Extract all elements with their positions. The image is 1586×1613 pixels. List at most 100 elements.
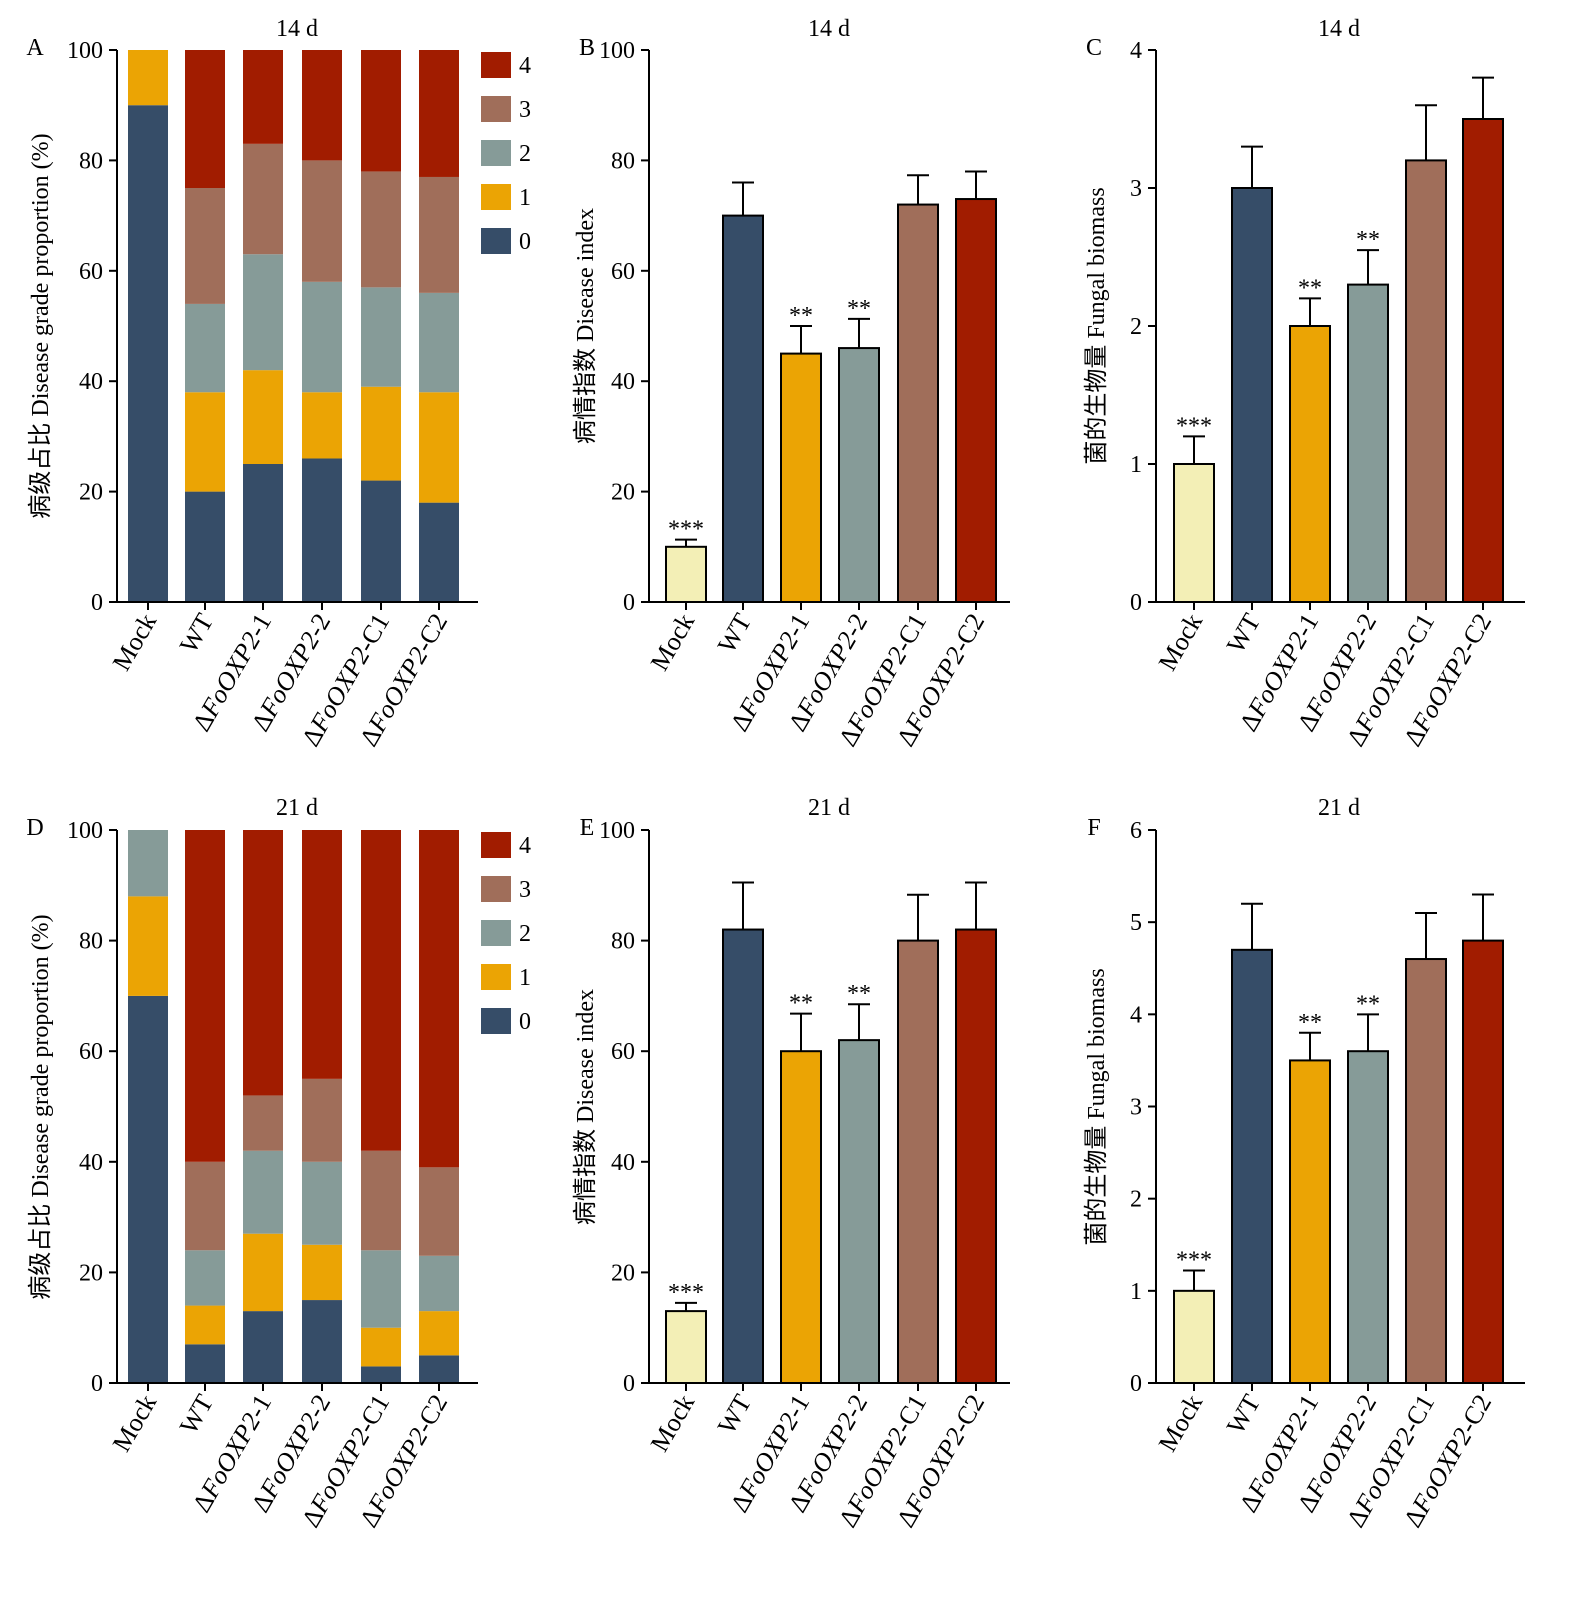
x-tick-label: Mock [107, 609, 162, 676]
y-tick-label: 80 [611, 929, 635, 955]
significance-label: ** [1356, 991, 1380, 1017]
bar-segment [361, 50, 401, 172]
x-tick-label: Mock [645, 609, 700, 676]
bar-segment [302, 1300, 342, 1383]
legend-label: 3 [519, 877, 531, 903]
x-tick-label: Mock [1153, 1390, 1208, 1457]
significance-label: ** [1298, 1010, 1322, 1036]
y-tick-label: 2 [1130, 314, 1142, 340]
bar [838, 1039, 880, 1384]
bars: ******* [665, 170, 997, 603]
y-tick-label: 20 [611, 480, 635, 506]
bar-segment [243, 464, 283, 602]
bar [838, 347, 880, 603]
bars: ******* [665, 881, 997, 1384]
legend-swatch [481, 140, 511, 166]
significance-label: *** [668, 517, 704, 543]
bars [128, 50, 459, 602]
bar [1289, 325, 1331, 603]
y-tick-label: 40 [79, 1150, 103, 1176]
legend-label: 1 [519, 965, 531, 991]
bar-segment [185, 1161, 225, 1251]
legend-label: 2 [519, 921, 531, 947]
bar-segment [302, 458, 342, 602]
y-tick-label: 60 [79, 1039, 103, 1065]
y-tick-label: 80 [79, 148, 103, 174]
y-tick-label: 0 [91, 590, 103, 616]
bar-segment [361, 480, 401, 602]
bar-segment [361, 1366, 401, 1383]
panel-label: E [580, 815, 595, 841]
y-tick-label: 80 [79, 929, 103, 955]
bar-segment [185, 1344, 225, 1383]
chart-title: 14 d [1318, 16, 1360, 42]
y-tick-label: 3 [1130, 1095, 1142, 1121]
y-tick-label: 1 [1130, 452, 1142, 478]
significance-label: *** [1176, 413, 1212, 439]
x-tick-label: Mock [645, 1390, 700, 1457]
y-tick-label: 6 [1130, 818, 1142, 844]
bars: ******* [1173, 893, 1504, 1385]
panel-label: D [26, 815, 43, 841]
y-tick-label: 60 [611, 259, 635, 285]
bar-segment [128, 995, 168, 1383]
y-axis-label: 菌的生物量 Fungal biomass [1083, 187, 1110, 464]
bar-segment [361, 1327, 401, 1367]
bar-segment [361, 1250, 401, 1328]
y-tick-label: 100 [599, 818, 635, 844]
significance-label: ** [847, 981, 871, 1007]
bar [1231, 187, 1273, 603]
legend-swatch [481, 964, 511, 990]
legend-swatch [481, 832, 511, 858]
bar-segment [302, 1078, 342, 1162]
significance-label: *** [1176, 1248, 1212, 1274]
bar-segment [185, 1305, 225, 1345]
legend-label: 4 [519, 53, 531, 79]
y-tick-label: 100 [67, 38, 103, 64]
legend-swatch [481, 1008, 511, 1034]
significance-label: ** [1298, 275, 1322, 301]
y-tick-label: 3 [1130, 176, 1142, 202]
legend-swatch [481, 920, 511, 946]
bar-segment [419, 392, 459, 503]
legend-label: 1 [519, 185, 531, 211]
bar [1462, 939, 1504, 1384]
bar-segment [419, 176, 459, 293]
bar [722, 214, 764, 603]
y-axis-label: 病情指数 Disease index [572, 989, 599, 1225]
y-tick-label: 20 [611, 1260, 635, 1286]
panel-label: A [26, 35, 44, 61]
legend-swatch [481, 228, 511, 254]
bar [665, 545, 707, 603]
bar [1347, 1050, 1389, 1384]
bar-segment [243, 1150, 283, 1234]
bar-segment [243, 1095, 283, 1151]
bar [1347, 283, 1389, 603]
bar-segment [128, 896, 168, 996]
bar [1173, 463, 1215, 603]
significance-label: ** [789, 991, 813, 1017]
bar-segment [243, 50, 283, 144]
bar-segment [243, 1233, 283, 1312]
bar-segment [243, 143, 283, 255]
panel-label: F [1087, 815, 1100, 841]
bar-segment [419, 1311, 459, 1356]
bar [1462, 118, 1504, 603]
legend: 4 3 2 1 0 [481, 52, 531, 255]
y-tick-label: 4 [1130, 38, 1142, 64]
y-tick-label: 40 [611, 1150, 635, 1176]
bar-segment [185, 188, 225, 304]
bar [1173, 1289, 1215, 1385]
y-tick-label: 60 [611, 1039, 635, 1065]
bar-segment [361, 287, 401, 387]
bar [1405, 958, 1447, 1384]
legend-swatch [481, 184, 511, 210]
x-tick-label: WT [1221, 608, 1266, 658]
bar-segment [243, 1311, 283, 1383]
bar-segment [302, 392, 342, 459]
chart-title: 21 d [808, 795, 850, 821]
